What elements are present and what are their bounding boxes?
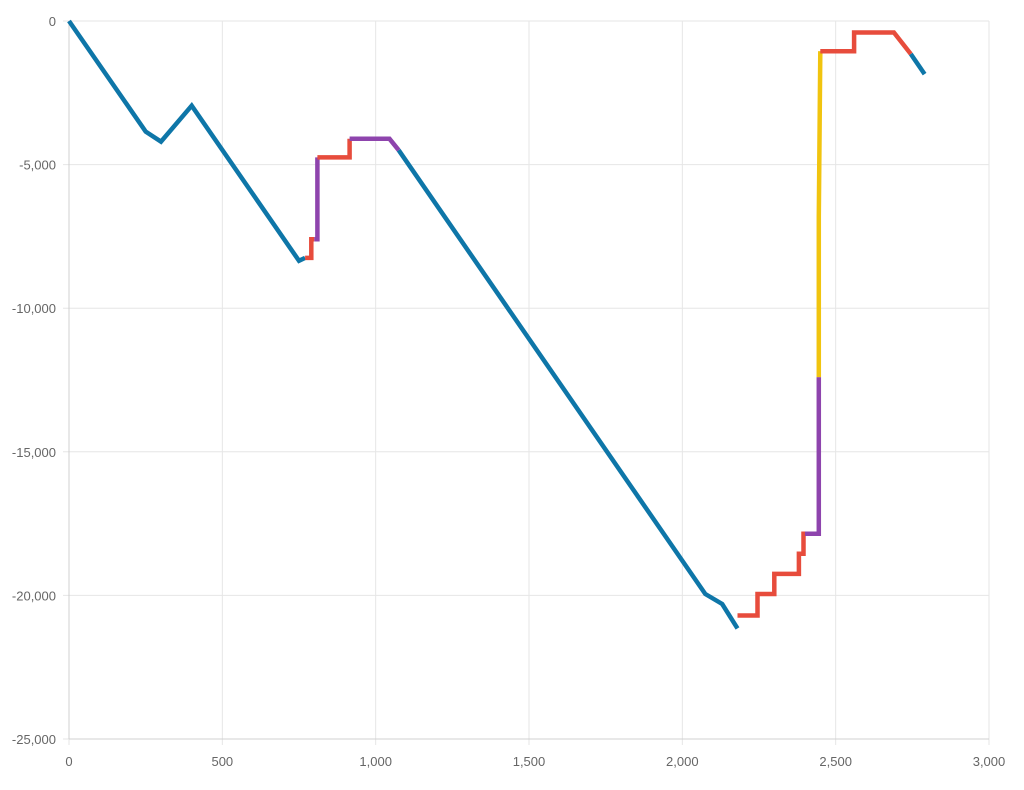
chart-axes	[68, 21, 989, 740]
chart-series	[67, 19, 927, 630]
y-axis-tick-labels: 0 -5,000 -10,000 -15,000 -20,000 -25,000	[12, 14, 56, 747]
x-tick-label: 2,500	[819, 754, 852, 769]
y-tick-label: -25,000	[12, 732, 56, 747]
line-segment-yellow	[816, 51, 823, 378]
y-tick-label: -10,000	[12, 301, 56, 316]
line-segment-purple	[349, 136, 401, 152]
x-tick-label: 3,000	[973, 754, 1006, 769]
line-segment-red	[317, 138, 352, 160]
x-tick-label: 500	[211, 754, 233, 769]
y-tick-label: -15,000	[12, 445, 56, 460]
y-tick-label: 0	[49, 14, 56, 29]
line-segment-purple	[805, 377, 822, 536]
line-segment-blue	[908, 52, 927, 76]
x-tick-label: 1,000	[359, 754, 392, 769]
line-segment-purple	[314, 157, 320, 242]
line-segment-red	[305, 237, 315, 261]
x-tick-label: 2,000	[666, 754, 699, 769]
x-tick-label: 1,500	[513, 754, 546, 769]
line-segment-red	[820, 30, 913, 56]
line-segment-blue	[396, 148, 740, 630]
chart-grid	[63, 20, 990, 745]
line-segment-red	[737, 531, 806, 618]
x-tick-label: 0	[65, 754, 72, 769]
x-axis-tick-labels: 0 500 1,000 1,500 2,000 2,500 3,000	[65, 754, 1005, 769]
y-tick-label: -20,000	[12, 588, 56, 603]
y-tick-label: -5,000	[19, 158, 56, 173]
line-segment-blue	[67, 19, 307, 264]
